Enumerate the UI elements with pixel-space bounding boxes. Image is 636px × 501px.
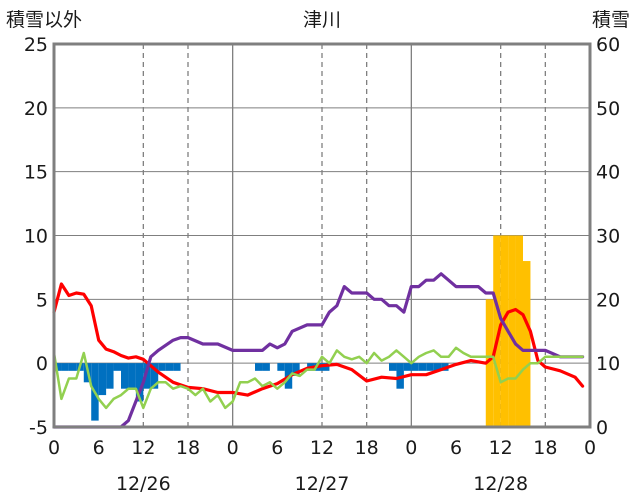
- precipitation-bar: [403, 363, 412, 371]
- precipitation-bar: [322, 363, 330, 371]
- x-tick-label: 0: [405, 437, 417, 459]
- precipitation-bar: [292, 363, 300, 376]
- left-y-tick-label: 25: [24, 34, 48, 56]
- precipitation-bar: [426, 363, 434, 371]
- right-y-tick-label: 40: [596, 162, 620, 184]
- precipitation-bar: [128, 363, 136, 389]
- right-y-tick-label: 50: [596, 98, 620, 120]
- snow-depth-bar: [485, 299, 494, 427]
- precipitation-bar: [158, 363, 166, 371]
- green-line: [52, 346, 584, 410]
- plot-border: [52, 42, 592, 429]
- left-y-tick-label: 10: [24, 226, 48, 248]
- x-tick-label: 6: [93, 437, 105, 459]
- right-y-tick-label: 30: [596, 226, 620, 248]
- precipitation-bar: [411, 363, 419, 371]
- snow-depth-bar: [493, 235, 501, 427]
- left-axis-title: 積雪以外: [6, 9, 82, 31]
- date-label: 12/26: [116, 473, 171, 495]
- x-tick-label: 12: [310, 437, 334, 459]
- precipitation-bar: [98, 363, 107, 396]
- snow-depth-bar: [523, 261, 531, 427]
- x-tick-label: 0: [584, 437, 596, 459]
- x-tick-label: 18: [355, 437, 379, 459]
- date-label: 12/27: [295, 473, 350, 495]
- purple-line: [52, 272, 585, 429]
- left-y-tick-label: 20: [24, 98, 48, 120]
- precipitation-bar: [150, 363, 159, 389]
- precipitation-bar: [173, 363, 181, 371]
- chart-title: 津川: [303, 9, 341, 31]
- precipitation-bar: [113, 363, 121, 371]
- red-line: [52, 282, 585, 397]
- lines: [52, 272, 585, 429]
- right-y-tick-label: 0: [596, 417, 608, 439]
- left-y-tick-label: 0: [36, 353, 48, 375]
- snow-depth-bar: [508, 235, 516, 427]
- right-y-tick-label: 60: [596, 34, 620, 56]
- x-tick-label: 18: [533, 437, 557, 459]
- left-y-tick-label: -5: [29, 417, 48, 439]
- precipitation-bar: [106, 363, 114, 389]
- x-tick-label: 6: [271, 437, 283, 459]
- left-y-tick-label: 15: [24, 162, 48, 184]
- x-tick-label: 18: [176, 437, 200, 459]
- precipitation-bar: [262, 363, 270, 371]
- precipitation-bar: [418, 363, 427, 371]
- precipitation-bar: [121, 363, 129, 389]
- precipitation-bar: [135, 363, 144, 402]
- left-y-tick-label: 5: [36, 289, 48, 311]
- precipitation-bar: [433, 363, 442, 371]
- precipitation-bar: [68, 363, 77, 371]
- snow-depth-bar: [500, 235, 509, 427]
- precipitation-bar: [389, 363, 397, 371]
- snow-depth-bar: [515, 235, 523, 427]
- precipitation-bar: [255, 363, 263, 371]
- precipitation-bar: [54, 363, 62, 371]
- precipitation-bar: [61, 363, 69, 371]
- x-tick-label: 12: [489, 437, 513, 459]
- precipitation-bar: [143, 363, 151, 389]
- x-tick-label: 12: [131, 437, 155, 459]
- right-axis-title: 積雪: [592, 9, 630, 31]
- x-tick-label: 0: [227, 437, 239, 459]
- x-tick-label: 6: [450, 437, 462, 459]
- date-label: 12/28: [473, 473, 528, 495]
- precipitation-bar: [165, 363, 174, 371]
- right-y-tick-label: 10: [596, 353, 620, 375]
- precipitation-bar: [277, 363, 285, 371]
- right-y-tick-label: 20: [596, 289, 620, 311]
- plot-frame: [52, 42, 592, 429]
- x-tick-label: 0: [48, 437, 60, 459]
